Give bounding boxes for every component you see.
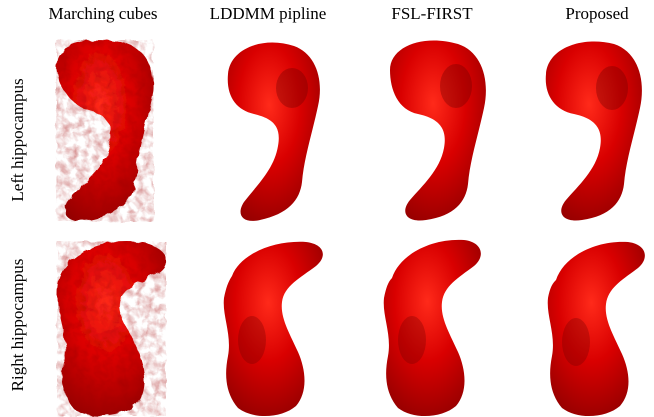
- hippocampus-surface: [390, 40, 486, 221]
- hippocampus-surface: [383, 239, 481, 417]
- render-left-proposed: [532, 30, 654, 221]
- render-left-marching-cubes: [45, 30, 175, 222]
- row-label-left-hippocampus: Left hippocampus: [8, 78, 27, 202]
- hippocampus-surface-rough: [57, 241, 166, 416]
- hippocampus-surface: [547, 241, 645, 417]
- column-title-proposed: Proposed: [565, 4, 629, 23]
- hippocampus-surface-rough: [56, 40, 154, 222]
- render-left-fsl-first: [372, 30, 502, 221]
- row-label-right-hippocampus: Right hippocampus: [8, 258, 27, 392]
- column-title-fsl-first: FSL-FIRST: [391, 4, 473, 23]
- column-title-marching-cubes: Marching cubes: [48, 4, 158, 23]
- render-right-proposed: [538, 230, 654, 417]
- hippocampus-surface: [545, 41, 642, 221]
- column-title-lddmm: LDDMM pipline: [209, 4, 327, 23]
- render-right-fsl-first: [372, 230, 502, 417]
- render-right-marching-cubes: [45, 230, 175, 416]
- render-left-lddmm: [208, 30, 338, 221]
- hippocampus-surface: [223, 241, 323, 417]
- hippocampus-surface: [227, 42, 320, 221]
- render-right-lddmm: [210, 230, 340, 417]
